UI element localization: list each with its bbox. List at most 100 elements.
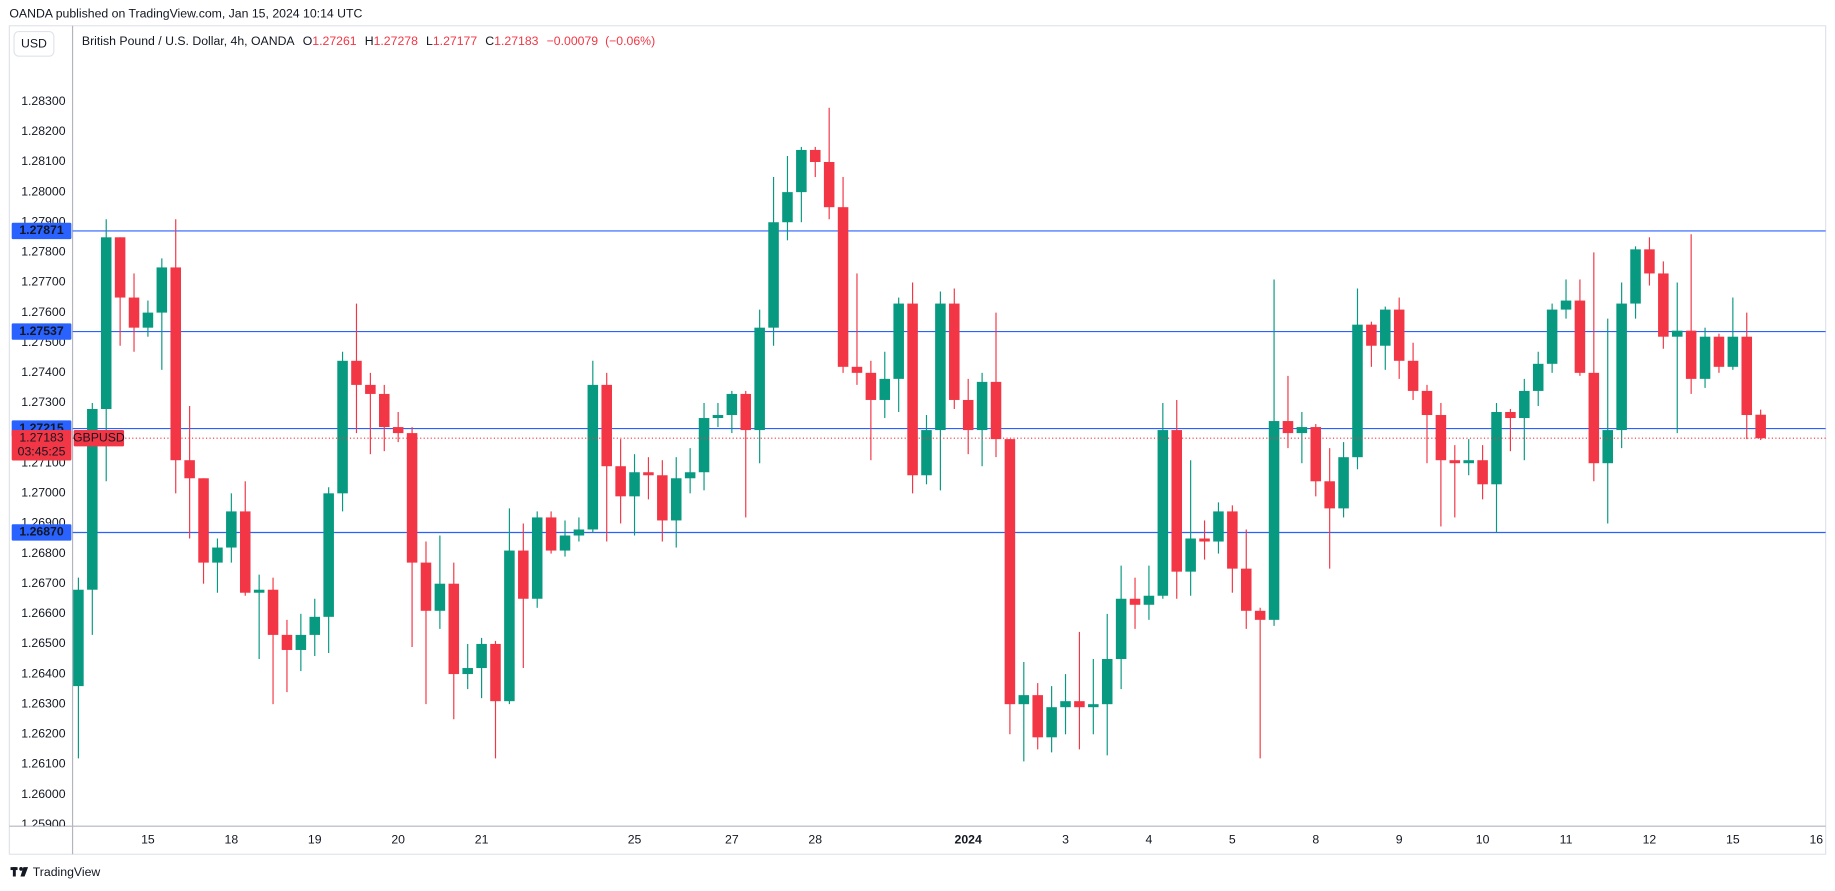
candle-body	[406, 433, 418, 563]
candle-body	[935, 303, 946, 431]
y-axis: 1.25900 1.26000 1.26100 1.26200 1.26300 1.264…	[21, 94, 66, 831]
candle-body	[1574, 300, 1586, 373]
candle-body	[670, 478, 682, 521]
candle-body	[170, 267, 181, 461]
last-price-label: 1.27183	[19, 430, 64, 444]
brand-name: TradingView	[33, 865, 101, 879]
x-tick-label: 20	[391, 832, 405, 846]
candle-body	[434, 583, 446, 611]
x-tick-label: 15	[141, 832, 155, 846]
publisher-line: OANDA published on TradingView.com, Jan …	[9, 6, 362, 20]
candle-body	[198, 478, 209, 563]
x-tick-label: 4	[1146, 832, 1153, 846]
candle-body	[1393, 309, 1405, 361]
candle-body	[740, 393, 752, 431]
candle-body	[1546, 309, 1558, 364]
candle-body	[837, 207, 849, 367]
candle-body	[226, 511, 237, 548]
candle-body	[1310, 427, 1322, 482]
candle-body	[392, 427, 404, 434]
candle-body	[212, 547, 223, 563]
y-tick-label: 1.26300	[21, 696, 66, 710]
candle-body	[1380, 309, 1391, 346]
candle-body	[976, 381, 988, 431]
candle-body	[267, 589, 279, 635]
candle-body	[1060, 701, 1071, 708]
x-tick-label: 16	[1809, 832, 1823, 846]
candle-body	[1352, 324, 1363, 458]
y-tick-label: 1.28300	[21, 94, 66, 108]
candle-body	[476, 643, 487, 669]
y-tick-label: 1.27800	[21, 245, 66, 259]
candle-body	[1324, 481, 1335, 509]
candle-body	[796, 149, 807, 193]
candle-body	[1519, 390, 1530, 419]
level-tag-label: 1.27871	[19, 223, 64, 237]
y-tick-label: 1.26400	[21, 666, 66, 680]
y-tick-label: 1.28100	[21, 154, 66, 168]
y-tick-label: 1.27400	[21, 365, 66, 379]
candle-body	[1602, 430, 1613, 464]
currency-label[interactable]: USD	[21, 37, 47, 51]
currency-button[interactable]	[13, 31, 55, 57]
candle-body	[1143, 595, 1155, 605]
logo-part	[19, 867, 23, 871]
candle-body	[1644, 249, 1655, 274]
candle-body	[559, 535, 571, 551]
candle-body	[1338, 457, 1349, 509]
candle-body	[1032, 695, 1043, 738]
candle-body	[323, 493, 334, 617]
candle-body	[100, 237, 112, 409]
candle-body	[573, 529, 585, 536]
candle-body	[1532, 363, 1544, 391]
x-tick-label: 2024	[955, 832, 982, 846]
candle-body	[1227, 511, 1238, 569]
x-tick-label: 12	[1643, 832, 1657, 846]
level-tag-label: 1.26870	[19, 525, 64, 539]
candle-body	[809, 149, 821, 162]
y-tick-label: 1.25900	[21, 817, 66, 831]
candle-body	[87, 408, 98, 590]
candle-body	[587, 384, 599, 530]
countdown-label: 03:45:25	[18, 445, 66, 459]
candle-body	[1741, 336, 1753, 416]
y-tick-label: 1.28000	[21, 184, 66, 198]
level-tag	[11, 222, 72, 240]
candle-body	[1449, 460, 1461, 464]
y-tick-label: 1.26000	[21, 787, 66, 801]
candle-body	[1463, 460, 1474, 464]
candle-body	[1671, 330, 1683, 337]
symbol-label: GBPUSD	[73, 430, 125, 444]
candle-body	[1074, 701, 1085, 708]
candle-body	[462, 668, 473, 675]
legend-low: 1.27177	[433, 34, 478, 48]
candle-body	[281, 634, 293, 650]
candle-body	[1407, 360, 1419, 391]
candle-body	[184, 460, 195, 479]
candle-body	[1477, 460, 1488, 485]
logo-part	[20, 867, 29, 877]
candle-body	[1171, 430, 1183, 572]
candle-body	[73, 589, 84, 687]
candle-body	[239, 511, 251, 593]
candle-body	[1491, 412, 1502, 485]
brand-logo	[10, 867, 29, 877]
candle-body	[365, 384, 376, 394]
legend: British Pound / U.S. Dollar, 4h, OANDA O…	[82, 34, 655, 48]
symbol-tag	[73, 430, 125, 447]
logo-part	[12, 867, 16, 877]
y-tick-label: 1.26600	[21, 606, 66, 620]
candle-body	[309, 616, 321, 635]
legend-open-label: O	[303, 34, 313, 48]
candle-body	[1101, 658, 1113, 705]
y-tick-label: 1.26200	[21, 727, 66, 741]
legend-open: 1.27261	[312, 34, 357, 48]
candle-body	[1699, 336, 1711, 379]
candle-body	[1004, 439, 1016, 705]
candle-body	[1560, 300, 1572, 310]
candle-body	[879, 378, 891, 400]
candle-body	[504, 550, 515, 702]
